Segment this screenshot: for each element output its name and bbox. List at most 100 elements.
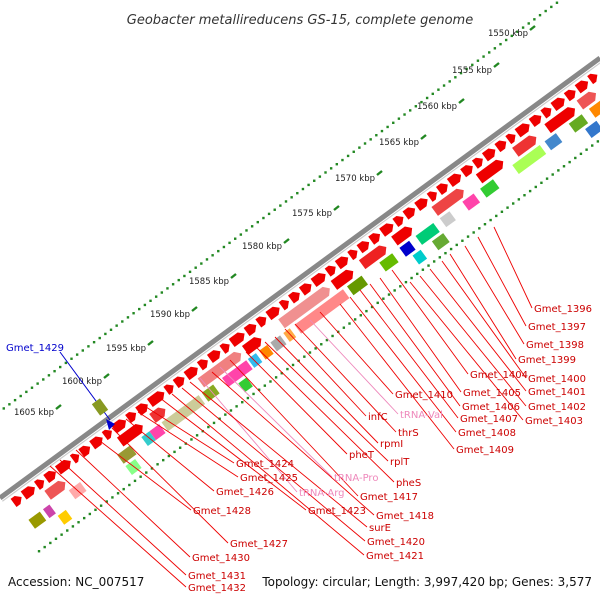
inner-dot (207, 425, 210, 429)
scale-dot (42, 378, 45, 381)
scale-dot (183, 274, 186, 278)
leader-line (359, 289, 459, 419)
gene-label: Gmet_1420 (367, 537, 425, 548)
inner-dot (156, 463, 159, 466)
scale-dot (8, 403, 11, 406)
inner-dot (128, 483, 131, 487)
scale-dot (273, 208, 276, 211)
gene-label: Gmet_1408 (458, 428, 516, 439)
gene-block-cog (117, 445, 137, 464)
inner-dot (212, 421, 216, 425)
leader-line (339, 303, 455, 450)
inner-dot (133, 479, 137, 483)
scale-dot (335, 163, 339, 166)
gene-arrow-row1 (54, 459, 71, 475)
gene-arrow-row2 (576, 91, 596, 110)
scale-dot (70, 357, 73, 360)
scale-dot (36, 382, 39, 385)
inner-dot (551, 173, 554, 176)
gene-block-cog (379, 253, 399, 272)
scale-dot (318, 175, 322, 178)
gene-arrow-row2 (391, 226, 413, 246)
gene-block-cog (222, 360, 253, 387)
gene-arrow-row1 (89, 436, 103, 450)
gene-arrow-row1 (278, 299, 289, 311)
scale-tick-label: 1595 kbp (106, 344, 146, 354)
gene-arrow-row1 (243, 323, 257, 337)
scale-tick-mark (55, 404, 62, 410)
inner-dot (71, 525, 75, 528)
gene-block-cog (283, 328, 297, 342)
gene-arrow-row1 (563, 89, 576, 102)
gene-arrow-row1 (287, 291, 300, 304)
inner-dot (111, 496, 114, 499)
leader-line (419, 275, 527, 407)
inner-dot (145, 471, 148, 474)
scale-dot (104, 332, 107, 336)
gene-arrow-row1 (10, 495, 22, 507)
scale-tick-mark (283, 238, 290, 244)
gene-label: tRNA-Arg (299, 488, 344, 499)
gene-label: Gmet_1397 (528, 322, 586, 333)
leader-line (189, 381, 368, 528)
gene-arrow-row1 (183, 366, 198, 381)
inner-dot (286, 367, 289, 371)
gene-arrow-row1 (298, 283, 312, 296)
gene-arrow-row1 (471, 157, 483, 169)
gene-arrow-row1 (528, 114, 542, 128)
gene-label: surE (369, 523, 391, 534)
gene-block-cog (585, 120, 600, 138)
scale-dot (324, 171, 327, 174)
scale-dot (392, 121, 395, 125)
gene-label: Gmet_1431 (188, 571, 246, 582)
scale-dot (358, 146, 361, 149)
inner-dot (353, 318, 357, 321)
gene-label: pheS (396, 478, 421, 489)
inner-dot (37, 550, 41, 553)
inner-dot (150, 467, 154, 470)
scale-dot (527, 22, 530, 25)
gene-arrow-row1 (446, 173, 462, 188)
inner-dot (263, 384, 267, 387)
gene-arrow-row1 (356, 241, 370, 254)
leader-line (137, 411, 239, 478)
gene-block-cog (462, 193, 481, 211)
leader-line (145, 406, 235, 464)
scale-dot (301, 187, 305, 191)
scale-dot (459, 71, 463, 75)
inner-dot (466, 235, 470, 238)
inner-dot (387, 293, 391, 296)
scale-tick-label: 1590 kbp (150, 310, 190, 320)
gene-block-cog (201, 384, 220, 402)
gene-label: Gmet_1404 (470, 370, 528, 381)
inner-dot (77, 521, 80, 524)
gene-arrow-row1 (550, 97, 565, 112)
gene-arrow-row1 (255, 316, 267, 328)
inner-dot (511, 202, 515, 205)
scale-tick-label: 1550 kbp (488, 29, 528, 39)
scale-dot (138, 307, 141, 311)
gene-arrow-row1 (310, 273, 326, 287)
inner-dot (190, 438, 193, 441)
gene-block-cog (270, 335, 287, 352)
gene-arrow-row1 (494, 140, 507, 153)
leader-line (349, 296, 457, 433)
gene-label: Gmet_1410 (395, 390, 453, 401)
inner-dot (241, 400, 244, 404)
scale-dot (256, 220, 259, 224)
inner-dot (94, 508, 97, 512)
gene-labels: Gmet_1396 Gmet_1397 Gmet_1398 Gmet_1399 Gmet… (188, 304, 592, 594)
gene-block-cog (28, 511, 47, 529)
scale-dot (75, 353, 79, 356)
scale-dot (307, 183, 310, 187)
scale-dot (47, 374, 51, 377)
scale-dot (504, 38, 508, 42)
gene-label: Gmet_1426 (216, 487, 274, 498)
scale-dot (166, 287, 169, 290)
leader-line (219, 366, 333, 478)
gene-arrow-row1 (135, 403, 148, 416)
leader-line (464, 245, 525, 345)
gene-block-cog (568, 114, 589, 133)
scale-dot (25, 390, 28, 394)
scale-tick-label: 1560 kbp (417, 102, 457, 112)
